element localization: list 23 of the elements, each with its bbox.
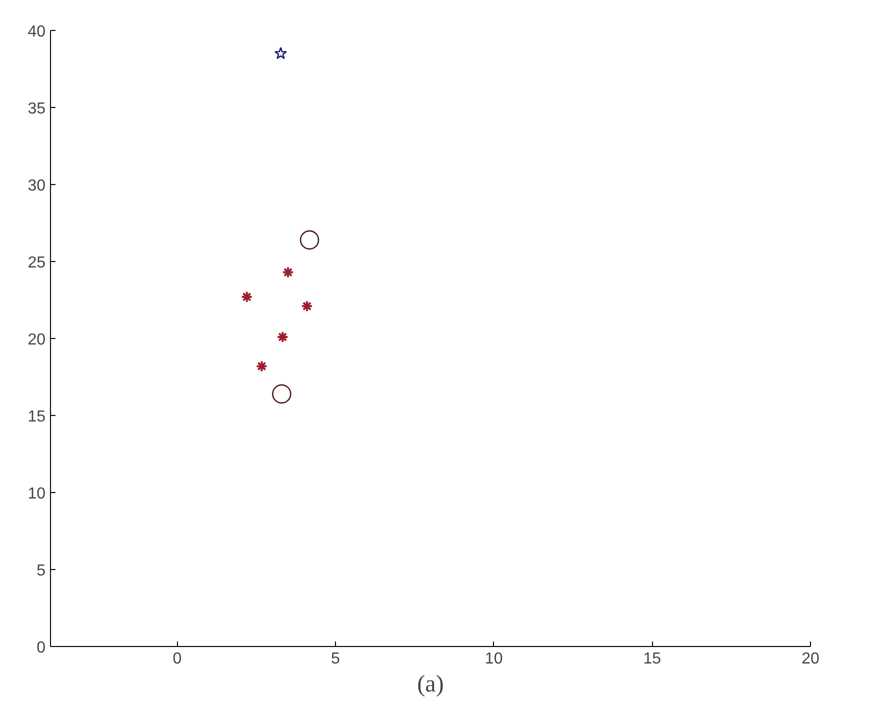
- point: [256, 360, 268, 372]
- y-tick-label: 25: [28, 254, 46, 272]
- y-tick-label: 35: [28, 100, 46, 118]
- y-tick-label: 5: [36, 562, 46, 580]
- y-tick-label: 30: [28, 178, 46, 194]
- point: [300, 230, 320, 250]
- point: [240, 290, 253, 303]
- x-tick-label: 20: [802, 650, 820, 668]
- point: [282, 266, 294, 278]
- y-tick-label: 40: [28, 24, 46, 40]
- point: [301, 300, 313, 312]
- y-tick-label: 0: [36, 640, 46, 656]
- y-tick-label: 20: [28, 332, 46, 348]
- x-tick-label: 0: [172, 650, 182, 668]
- x-tick-label: 15: [643, 650, 662, 668]
- x-axis-title: (a): [417, 672, 444, 698]
- y-tick-label: 15: [28, 408, 46, 426]
- x-tick-label: 5: [331, 650, 340, 668]
- point: [274, 46, 288, 60]
- y-tick-label: 10: [28, 486, 46, 502]
- point: [276, 330, 289, 343]
- point: [272, 384, 292, 404]
- x-tick-label: 10: [484, 650, 503, 668]
